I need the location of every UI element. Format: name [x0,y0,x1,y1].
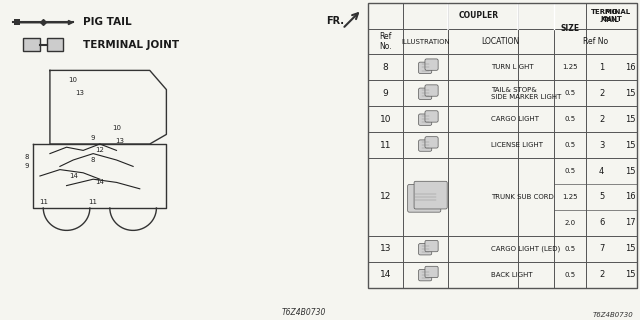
Text: 4: 4 [599,166,604,176]
Text: 0.5: 0.5 [564,168,575,174]
Text: 12: 12 [95,148,104,153]
Text: 16: 16 [625,192,636,202]
Text: 7: 7 [599,244,604,253]
Text: 11: 11 [380,140,391,150]
Text: 15: 15 [625,166,636,176]
Text: 13: 13 [115,138,124,144]
Text: 2.0: 2.0 [564,220,575,226]
FancyBboxPatch shape [425,59,438,70]
Text: ILLUSTRATION: ILLUSTRATION [401,39,450,44]
Text: 2: 2 [599,270,604,279]
FancyBboxPatch shape [419,140,432,151]
FancyBboxPatch shape [414,181,447,209]
Text: 6: 6 [599,218,604,228]
Text: PIG
TAIL: PIG TAIL [603,10,620,22]
Text: TERMINAL
JOINT: TERMINAL JOINT [591,10,631,22]
FancyBboxPatch shape [425,85,438,96]
Text: 0.5: 0.5 [564,90,575,96]
FancyBboxPatch shape [408,184,441,212]
Text: 1.25: 1.25 [562,64,577,70]
Text: 3: 3 [599,140,604,150]
Text: Ref No: Ref No [582,37,608,46]
Text: 1.25: 1.25 [562,194,577,200]
Text: PIG TAIL: PIG TAIL [83,17,132,28]
FancyBboxPatch shape [425,137,438,148]
Text: 0.5: 0.5 [564,142,575,148]
Text: 15: 15 [625,115,636,124]
Text: 0.5: 0.5 [564,246,575,252]
Text: TERMINAL JOINT: TERMINAL JOINT [83,40,179,50]
Text: 13: 13 [380,244,391,253]
FancyBboxPatch shape [425,266,438,278]
Text: COUPLER: COUPLER [458,12,499,20]
Text: 15: 15 [625,89,636,98]
Text: TAIL& STOP&
SIDE MARKER LIGHT: TAIL& STOP& SIDE MARKER LIGHT [492,87,561,100]
Text: 16: 16 [625,63,636,72]
Bar [47,38,63,51]
Text: 5: 5 [599,192,604,202]
Text: 17: 17 [625,218,636,228]
FancyBboxPatch shape [419,244,432,255]
Text: CARGO LIGHT (LED): CARGO LIGHT (LED) [492,245,561,252]
Text: 14: 14 [380,270,391,279]
Text: T6Z4B0730: T6Z4B0730 [282,308,326,317]
Text: LICENSE LIGHT: LICENSE LIGHT [492,142,543,148]
Text: 12: 12 [380,192,391,202]
Bar [23,38,40,51]
FancyBboxPatch shape [419,62,432,74]
FancyBboxPatch shape [419,269,432,281]
Text: 9: 9 [383,89,388,98]
Text: 2: 2 [599,115,604,124]
Text: 8: 8 [383,63,388,72]
Text: BACK LIGHT: BACK LIGHT [492,272,533,278]
Text: 10: 10 [112,125,121,131]
Text: 0.5: 0.5 [564,272,575,278]
Text: 0.5: 0.5 [564,116,575,122]
Text: 15: 15 [625,270,636,279]
Text: 15: 15 [625,140,636,150]
Text: Ref
No.: Ref No. [380,32,392,51]
Text: 9: 9 [24,164,29,169]
Text: 14: 14 [95,180,104,185]
Text: 13: 13 [76,90,84,96]
Text: 8: 8 [91,157,95,163]
FancyBboxPatch shape [425,111,438,122]
Text: TURN L GHT: TURN L GHT [492,64,534,70]
Text: T6Z4B0730: T6Z4B0730 [593,312,634,318]
Text: 11: 11 [39,199,48,204]
Text: 14: 14 [68,173,77,179]
Text: LOCATION: LOCATION [482,37,520,46]
Text: CARGO LIGHT: CARGO LIGHT [492,116,540,122]
Text: FR.: FR. [326,16,344,26]
Text: 9: 9 [91,135,95,140]
Text: 10: 10 [380,115,391,124]
Text: TRUNK SUB CORD: TRUNK SUB CORD [492,194,554,200]
Text: SIZE: SIZE [560,24,579,33]
Text: 2: 2 [599,89,604,98]
Text: 10: 10 [68,77,77,83]
Text: 11: 11 [89,199,98,204]
Bar [368,3,637,288]
FancyBboxPatch shape [425,240,438,252]
Text: 8: 8 [24,154,29,160]
Text: 1: 1 [599,63,604,72]
Text: 15: 15 [625,244,636,253]
FancyBboxPatch shape [419,114,432,125]
FancyBboxPatch shape [419,88,432,100]
